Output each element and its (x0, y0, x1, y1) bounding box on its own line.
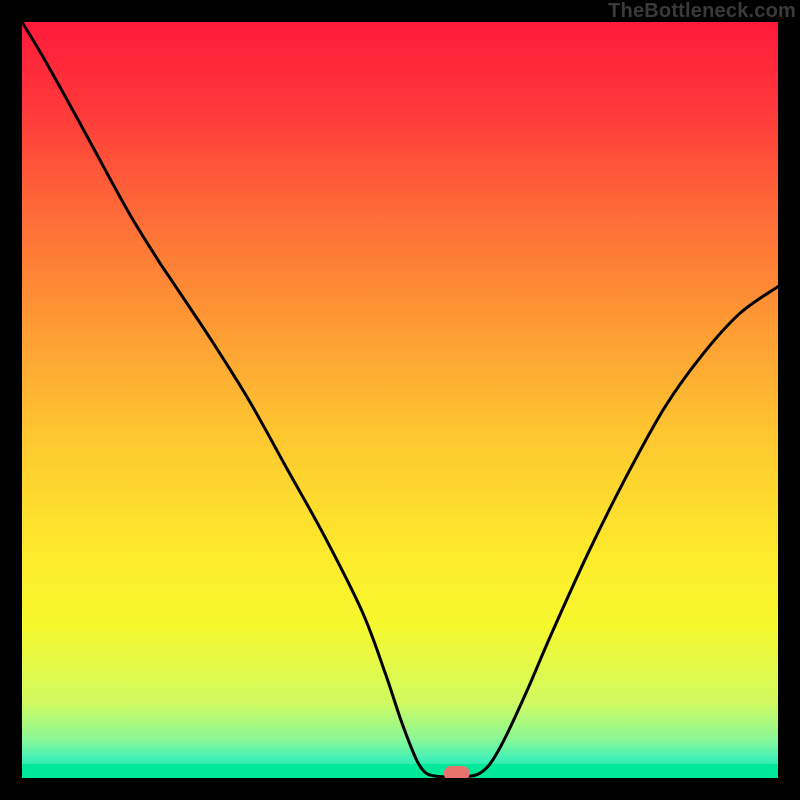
gradient-background (22, 22, 778, 778)
bottom-green-band (22, 764, 778, 778)
attribution-text: TheBottleneck.com (608, 0, 796, 23)
bottleneck-chart (0, 0, 800, 800)
chart-container: TheBottleneck.com (0, 0, 800, 800)
